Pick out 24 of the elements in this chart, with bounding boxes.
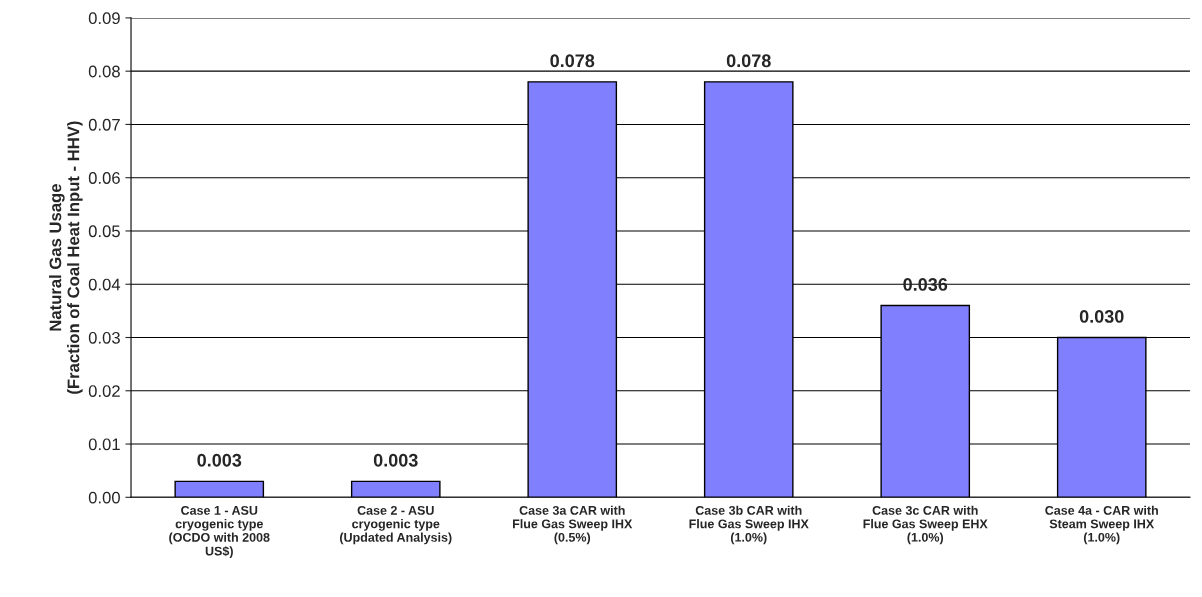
x-tick-label: Case 3a CAR with Flue Gas Sweep IHX (0.5%) [513, 505, 633, 545]
y-tick-label: 0.03 [88, 331, 120, 344]
y-tick-label: 0.09 [88, 12, 120, 25]
y-tick-label: 0.07 [88, 118, 120, 131]
data-label: 0.003 [373, 453, 418, 467]
bar [174, 480, 265, 498]
y-tick-label: 0.00 [88, 491, 120, 504]
y-tick-label: 0.02 [88, 385, 120, 397]
data-label: 0.078 [550, 54, 595, 68]
x-tick-label: Case 3b CAR with Flue Gas Sweep IHX (1.0%) [689, 505, 809, 545]
x-tick-label: Case 4a - CAR with Steam Sweep IHX (1.0%) [1045, 505, 1158, 545]
y-tick-label: 0.01 [88, 438, 120, 451]
y-axis-title: Natural Gas Usage (Fraction of Coal Heat Input - HHV) [49, 121, 83, 394]
x-tick-label: Case 3c CAR with Flue Gas Sweep EHX (1.0%) [863, 505, 988, 545]
y-tick-label: 0.06 [88, 172, 120, 184]
data-label: 0.030 [1079, 310, 1124, 323]
x-tick-label: Case 1 - ASU cryogenic type (OCDO with 2008 US$) [169, 505, 270, 558]
y-tick-label: 0.05 [88, 225, 120, 238]
bar [350, 480, 441, 498]
x-tick-label: Case 2 - ASU cryogenic type (Updated Analysis) [340, 505, 452, 545]
data-label: 0.078 [726, 54, 771, 68]
data-label: 0.003 [197, 453, 242, 467]
y-tick-label: 0.04 [88, 278, 121, 291]
y-tick-label: 0.08 [88, 65, 120, 78]
